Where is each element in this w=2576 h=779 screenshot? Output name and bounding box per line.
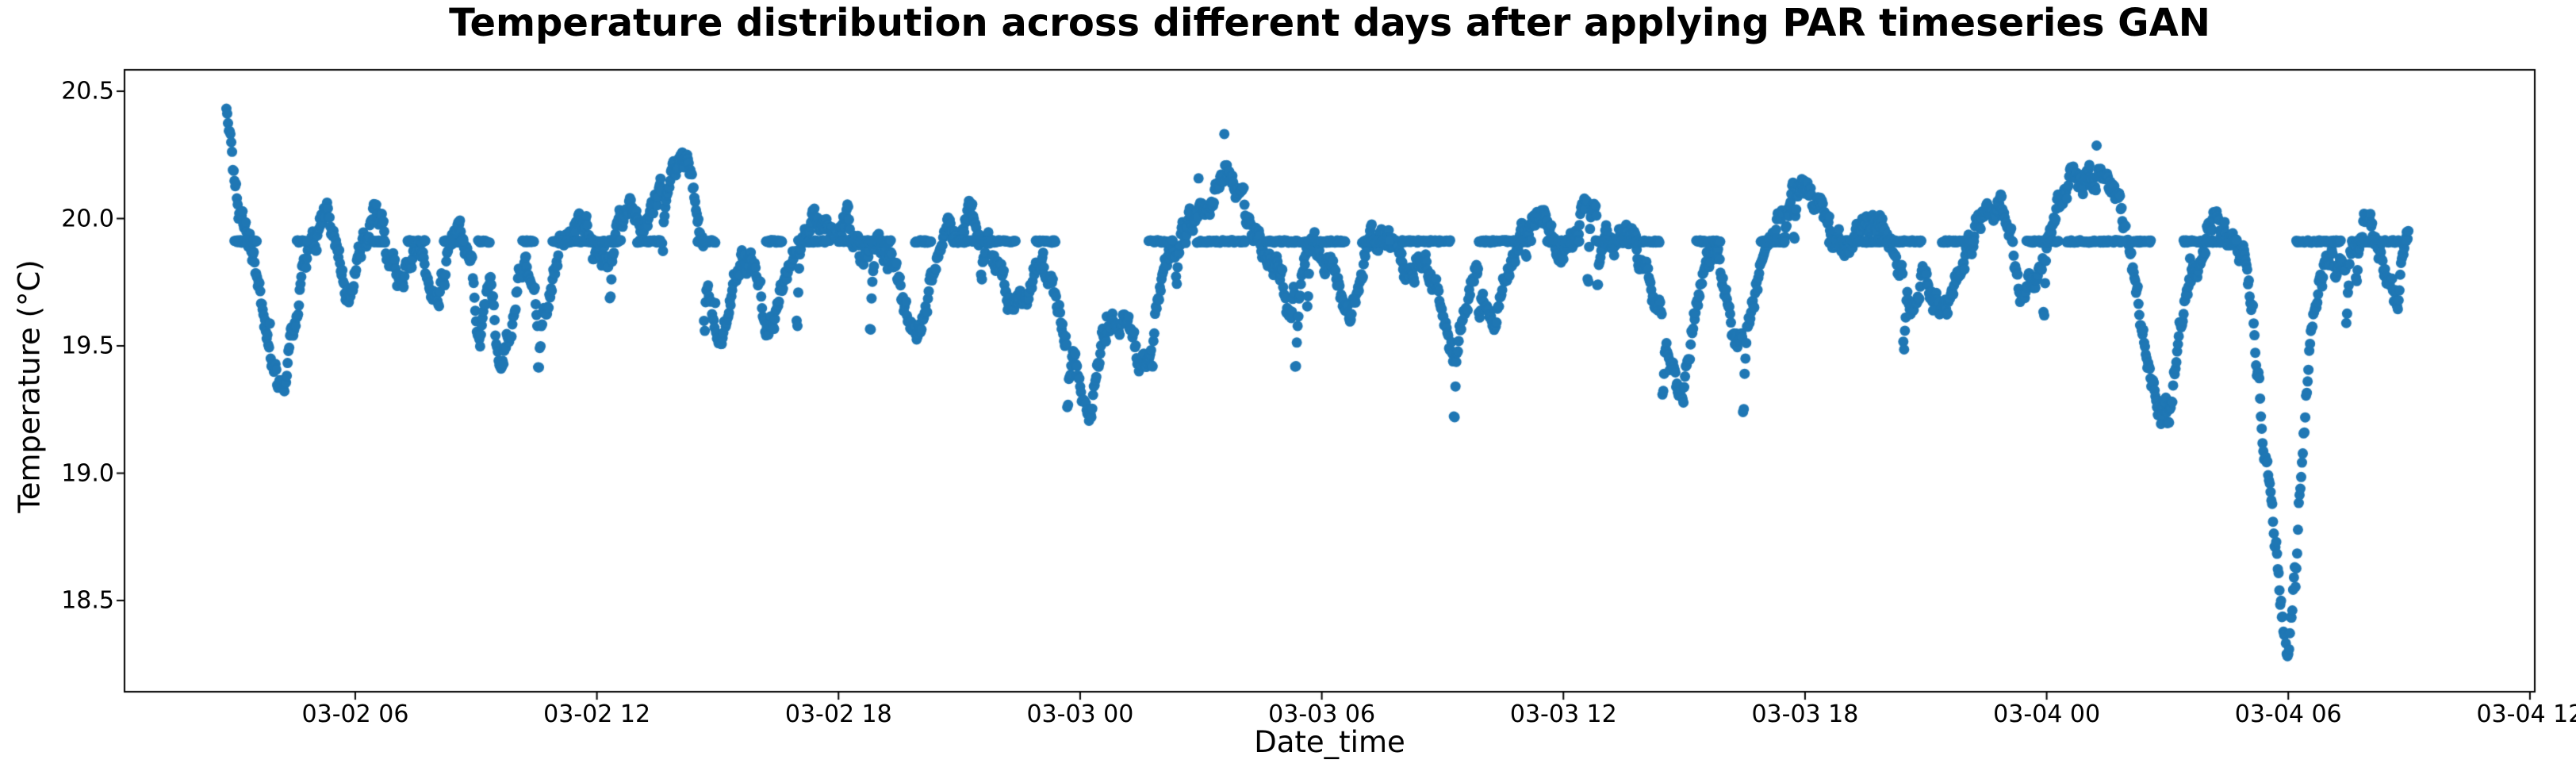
x-tick-label: 03-02 18	[784, 700, 892, 728]
y-tick-label: 18.5	[61, 586, 114, 615]
x-tick-label: 03-04 06	[2234, 700, 2342, 728]
x-tick-label: 03-02 12	[543, 700, 651, 728]
x-tick-label: 03-03 18	[1751, 700, 1859, 728]
y-tick-label: 19.0	[61, 459, 114, 487]
x-tick-label: 03-03 00	[1026, 700, 1134, 728]
y-tick-label: 20.0	[61, 205, 114, 232]
x-tick-label: 03-03 12	[1509, 700, 1617, 728]
y-tick-label: 19.5	[61, 332, 114, 360]
x-axis-label: Date_time	[1254, 725, 1405, 759]
chart-title: Temperature distribution across differen…	[449, 1, 2210, 45]
x-tick-label: 03-02 06	[301, 700, 409, 728]
x-tick-label: 03-04 00	[1993, 700, 2101, 728]
x-tick-label: 03-04 12	[2476, 700, 2576, 728]
y-tick-label: 20.5	[61, 77, 114, 106]
x-tick-label: 03-03 06	[1268, 700, 1376, 728]
